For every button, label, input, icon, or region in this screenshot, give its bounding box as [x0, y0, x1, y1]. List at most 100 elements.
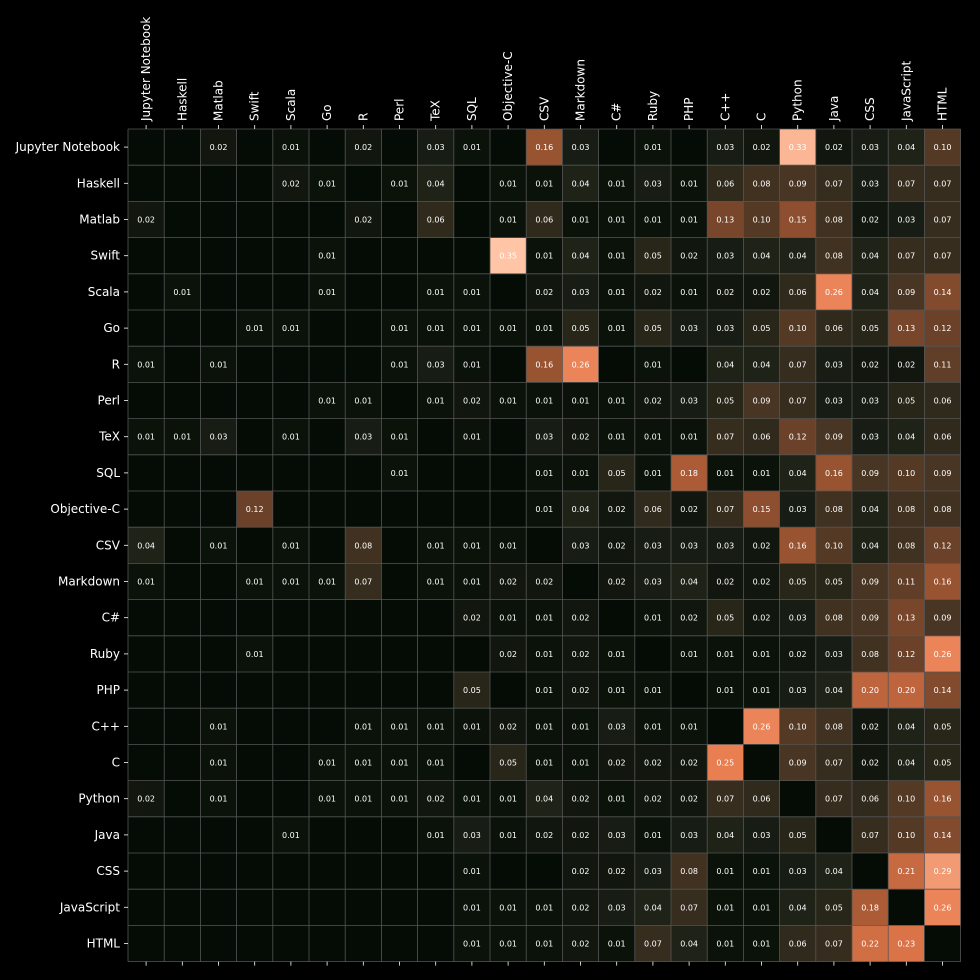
cell-value-label: 0.08	[825, 252, 843, 261]
cell-value-label: 0.08	[934, 505, 952, 514]
heatmap-cell	[128, 418, 165, 455]
cell-value-label: 0.04	[137, 541, 155, 550]
heatmap-cell	[309, 889, 346, 926]
y-tick-label: Go	[103, 321, 120, 335]
cell-value-label: 0.13	[897, 324, 915, 333]
cell-value-label: 0.02	[535, 578, 553, 587]
heatmap-cell	[779, 853, 816, 890]
heatmap-cell	[526, 672, 563, 709]
heatmap-cell	[671, 780, 708, 817]
cell-value-label: 0.12	[789, 433, 807, 442]
heatmap-cell	[490, 744, 527, 781]
heatmap-cell	[562, 310, 599, 347]
heatmap-cell	[707, 780, 744, 817]
x-tick-label: Java	[827, 96, 841, 122]
cell-value-label: 0.03	[463, 831, 481, 840]
heatmap-cell	[707, 165, 744, 202]
heatmap-cell	[236, 382, 273, 419]
cell-value-label: 0.04	[427, 179, 445, 188]
cell-value-label: 0.01	[716, 650, 734, 659]
heatmap-cell	[634, 708, 671, 745]
heatmap-cell	[924, 273, 961, 310]
cell-value-label: 0.09	[789, 179, 807, 188]
cell-value-label: 0.01	[463, 541, 481, 550]
cell-value-label: 0.01	[608, 940, 626, 949]
heatmap-cell	[815, 635, 852, 672]
x-tick-label: Python	[791, 79, 805, 121]
x-tick-label: HTML	[936, 87, 950, 121]
heatmap-cell	[272, 201, 309, 238]
cell-value-label: 0.05	[789, 831, 807, 840]
x-tick-label: Markdown	[574, 59, 588, 121]
heatmap-cell	[236, 273, 273, 310]
cell-value-label: 0.03	[354, 433, 372, 442]
cell-value-label: 0.01	[535, 397, 553, 406]
cell-value-label: 0.01	[572, 469, 590, 478]
x-tick-label: C++	[718, 93, 732, 122]
heatmap-cell	[381, 454, 418, 491]
heatmap-cell	[707, 129, 744, 166]
cell-value-label: 0.01	[680, 722, 698, 731]
heatmap-cell	[924, 491, 961, 528]
cell-value-label: 0.02	[680, 614, 698, 623]
heatmap-cell	[815, 310, 852, 347]
cell-value-label: 0.05	[608, 469, 626, 478]
heatmap-cell	[634, 853, 671, 890]
cell-value-label: 0.05	[572, 324, 590, 333]
cell-value-label: 0.01	[572, 722, 590, 731]
cell-value-label: 0.05	[825, 903, 843, 912]
cell-value-label: 0.07	[716, 795, 734, 804]
cell-value-label: 0.02	[680, 252, 698, 261]
heatmap-cell	[417, 816, 454, 853]
heatmap-cell	[779, 925, 816, 962]
heatmap-cell	[345, 672, 382, 709]
heatmap-cell	[852, 273, 889, 310]
cell-value-label: 0.05	[897, 397, 915, 406]
heatmap-cell	[453, 165, 490, 202]
y-axis-ticks: Jupyter Notebook Haskell Matlab Swift Scala G…	[15, 140, 128, 951]
cell-value-label: 0.02	[137, 216, 155, 225]
y-tick-label: Swift	[91, 249, 121, 263]
heatmap-cell	[128, 165, 165, 202]
heatmap-cell	[852, 346, 889, 383]
cell-value-label: 0.02	[572, 795, 590, 804]
cell-value-label: 0.05	[934, 759, 952, 768]
cell-value-label: 0.02	[499, 650, 517, 659]
heatmap-cell	[417, 599, 454, 636]
heatmap-cell	[598, 672, 635, 709]
cell-value-label: 0.01	[318, 252, 336, 261]
heatmap-cell	[562, 418, 599, 455]
cell-value-label: 0.07	[825, 759, 843, 768]
heatmap-cell	[526, 418, 563, 455]
heatmap-cell	[272, 165, 309, 202]
heatmap-cell	[598, 708, 635, 745]
y-tick-label: Haskell	[77, 176, 120, 190]
cell-value-label: 0.01	[644, 433, 662, 442]
heatmap-cell	[526, 708, 563, 745]
cell-value-label: 0.01	[427, 722, 445, 731]
heatmap-cell	[924, 853, 961, 890]
cell-value-label: 0.01	[318, 759, 336, 768]
cell-value-label: 0.01	[173, 433, 191, 442]
cell-value-label: 0.03	[210, 433, 228, 442]
cell-value-label: 0.03	[644, 179, 662, 188]
cell-value-label: 0.02	[499, 578, 517, 587]
heatmap-cell	[128, 635, 165, 672]
heatmap-cell	[562, 273, 599, 310]
heatmap-cell	[128, 527, 165, 564]
cell-value-label: 0.06	[753, 795, 771, 804]
heatmap-cell	[671, 346, 708, 383]
cell-value-label: 0.04	[572, 505, 590, 514]
heatmap-cell	[562, 925, 599, 962]
heatmap-cell	[815, 346, 852, 383]
y-tick-label: Perl	[98, 394, 120, 408]
heatmap-cell	[815, 925, 852, 962]
heatmap-cell	[381, 816, 418, 853]
heatmap-cell	[417, 563, 454, 600]
cell-value-label: 0.01	[535, 505, 553, 514]
y-tick-label: TeX	[98, 430, 120, 444]
heatmap-cell	[815, 201, 852, 238]
cell-value-label: 0.03	[680, 324, 698, 333]
heatmap-cell	[417, 454, 454, 491]
